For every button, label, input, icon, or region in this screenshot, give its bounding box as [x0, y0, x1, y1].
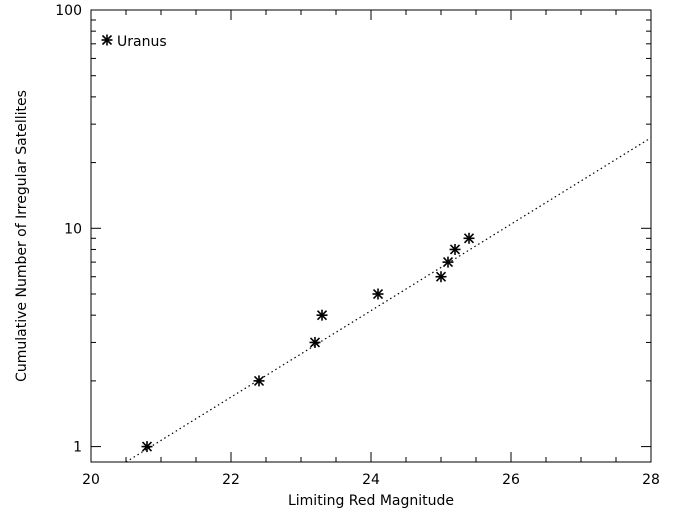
data-point — [372, 288, 384, 300]
legend: Uranus — [101, 34, 167, 50]
fit-line — [125, 137, 652, 463]
ticks — [90, 9, 652, 462]
x-tick-label: 28 — [642, 472, 660, 488]
data-point — [449, 243, 461, 255]
tick-labels: 20 22 24 26 28 1 10 100 — [55, 3, 660, 488]
data-point — [309, 336, 321, 348]
data-point — [141, 441, 153, 453]
y-axis-title: Cumulative Number of Irregular Satellite… — [14, 90, 30, 382]
y-tick-label: 100 — [55, 3, 82, 19]
x-tick-label: 20 — [82, 472, 100, 488]
x-tick-label: 22 — [222, 472, 240, 488]
fit-line-group — [125, 137, 652, 463]
data-point — [435, 271, 447, 283]
plot-frame — [90, 9, 652, 463]
legend-marker — [101, 34, 113, 46]
x-axis-title: Limiting Red Magnitude — [288, 493, 454, 509]
x-tick-label: 24 — [362, 472, 380, 488]
data-point — [316, 309, 328, 321]
x-tick-label: 26 — [502, 472, 520, 488]
y-tick-label: 10 — [64, 221, 82, 237]
data-point — [253, 375, 265, 387]
legend-asterisk — [101, 34, 113, 46]
legend-label: Uranus — [117, 34, 167, 50]
y-tick-label: 1 — [73, 440, 82, 456]
points — [141, 232, 475, 453]
data-point — [463, 232, 475, 244]
data-point — [442, 256, 454, 268]
